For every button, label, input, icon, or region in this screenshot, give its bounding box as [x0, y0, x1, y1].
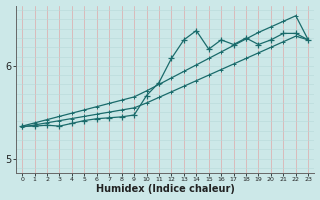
X-axis label: Humidex (Indice chaleur): Humidex (Indice chaleur): [96, 184, 235, 194]
